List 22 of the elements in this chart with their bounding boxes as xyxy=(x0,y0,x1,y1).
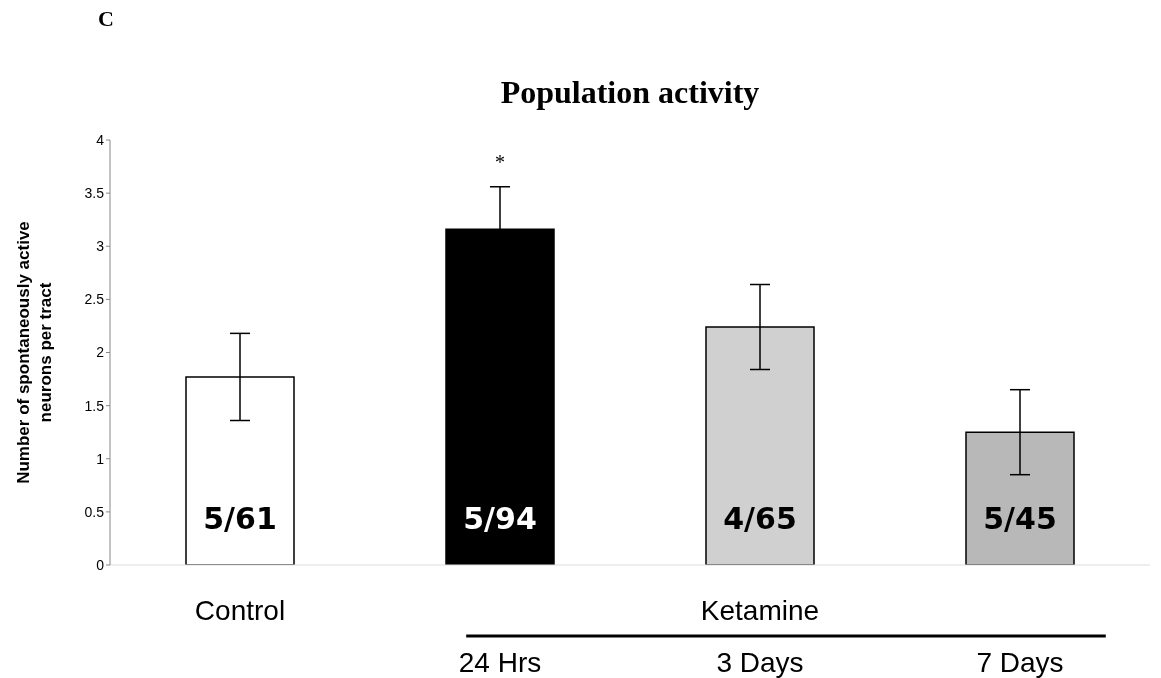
x-tick-label: 24 Hrs xyxy=(458,647,542,678)
y-tick-label: 4 xyxy=(96,131,105,148)
data-label: 5/45 xyxy=(983,500,1057,536)
y-axis-title: Number of spontaneously active neurons per tract xyxy=(14,221,55,484)
chart-title: Population activity xyxy=(499,74,761,111)
y-tick-label: 1.5 xyxy=(84,397,105,414)
y-tick-label: 2 xyxy=(96,344,105,361)
y-tick-label: 3.5 xyxy=(84,185,105,202)
y-tick-label: 3 xyxy=(96,238,105,255)
y-tick-label: 0.5 xyxy=(84,503,105,520)
data-label: 5/61 xyxy=(203,500,277,536)
annotation: * xyxy=(495,150,505,173)
data-label: 4/65 xyxy=(723,500,797,536)
x-tick-label: Control xyxy=(194,595,286,627)
x-tick-label: 7 Days xyxy=(976,647,1064,678)
x-tick-label: 3 Days xyxy=(716,647,804,678)
text: Ketamine xyxy=(700,595,820,627)
y-tick-label: 1 xyxy=(96,450,105,467)
y-tick-label: 0 xyxy=(96,556,105,573)
text: C xyxy=(98,6,114,32)
data-label: 5/94 xyxy=(463,500,537,536)
y-tick-label: 2.5 xyxy=(84,291,105,308)
